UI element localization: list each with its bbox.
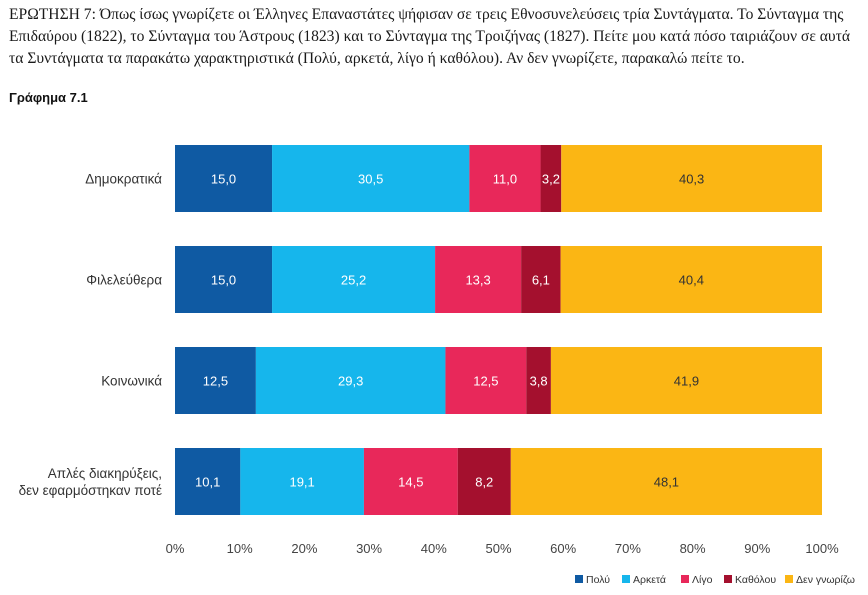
bar-segment [550, 347, 822, 414]
bar-segment [175, 448, 241, 515]
data-label: 3,2 [542, 172, 560, 187]
bar-segment [469, 145, 541, 212]
x-tick-label: 60% [550, 541, 576, 556]
legend-swatch [785, 575, 793, 583]
legend-label: Δεν γνωρίζω [796, 574, 855, 586]
bar-segment [560, 246, 822, 313]
data-label: 3,8 [530, 374, 548, 389]
bar-segment [175, 246, 273, 313]
data-label: 40,3 [679, 172, 704, 187]
bar-segment [272, 246, 436, 313]
bar-segment [255, 347, 446, 414]
x-tick-label: 40% [421, 541, 447, 556]
data-label: 14,5 [398, 475, 423, 490]
data-label: 10,1 [195, 475, 220, 490]
data-label: 12,5 [473, 374, 498, 389]
bar-segment [435, 246, 522, 313]
legend-swatch [724, 575, 732, 583]
legend-swatch [681, 575, 689, 583]
x-tick-label: 30% [356, 541, 382, 556]
bar-segment [240, 448, 364, 515]
bar-segment [445, 347, 527, 414]
bar-segment [540, 145, 562, 212]
legend-label: Πολύ [586, 574, 610, 586]
x-tick-label: 80% [680, 541, 706, 556]
data-label: 13,3 [465, 273, 490, 288]
bar-segment [561, 145, 822, 212]
chart-title: Γράφημα 7.1 [9, 90, 88, 105]
bar-segment [526, 347, 551, 414]
legend-label: Λίγο [692, 574, 713, 586]
data-label: 8,2 [475, 475, 493, 490]
bar-segment [272, 145, 470, 212]
x-tick-label: 50% [485, 541, 511, 556]
data-label: 11,0 [493, 172, 517, 187]
category-label: Φιλελεύθερα [86, 273, 162, 288]
legend-swatch [575, 575, 583, 583]
data-label: 25,2 [341, 273, 366, 288]
bar-segment [510, 448, 822, 515]
question-text: ΕΡΩΤΗΣΗ 7: Όπως ίσως γνωρίζετε οι Έλληνε… [9, 6, 851, 67]
category-label: Απλές διακηρύξεις, [48, 466, 162, 481]
bar-segment [175, 145, 273, 212]
category-label: Κοινωνικά [101, 374, 162, 389]
data-label: 29,3 [338, 374, 363, 389]
category-label: Δημοκρατικά [85, 172, 162, 187]
legend-label: Αρκετά [633, 574, 666, 586]
data-label: 6,1 [532, 273, 550, 288]
x-tick-label: 90% [744, 541, 770, 556]
x-tick-label: 70% [615, 541, 641, 556]
legend-swatch [622, 575, 630, 583]
bar-segment [175, 347, 256, 414]
bar-segment [457, 448, 511, 515]
x-tick-label: 0% [166, 541, 185, 556]
data-label: 12,5 [203, 374, 228, 389]
legend-label: Καθόλου [735, 574, 776, 586]
x-tick-label: 10% [227, 541, 253, 556]
bar-segment [363, 448, 458, 515]
data-label: 40,4 [679, 273, 704, 288]
data-label: 48,1 [654, 475, 679, 490]
x-tick-label: 100% [805, 541, 839, 556]
data-label: 15,0 [211, 273, 236, 288]
data-label: 15,0 [211, 172, 236, 187]
x-tick-label: 20% [291, 541, 317, 556]
data-label: 19,1 [289, 475, 314, 490]
bar-segment [521, 246, 561, 313]
category-label: δεν εφαρμόστηκαν ποτέ [19, 483, 162, 498]
data-label: 30,5 [358, 172, 383, 187]
data-label: 41,9 [674, 374, 699, 389]
